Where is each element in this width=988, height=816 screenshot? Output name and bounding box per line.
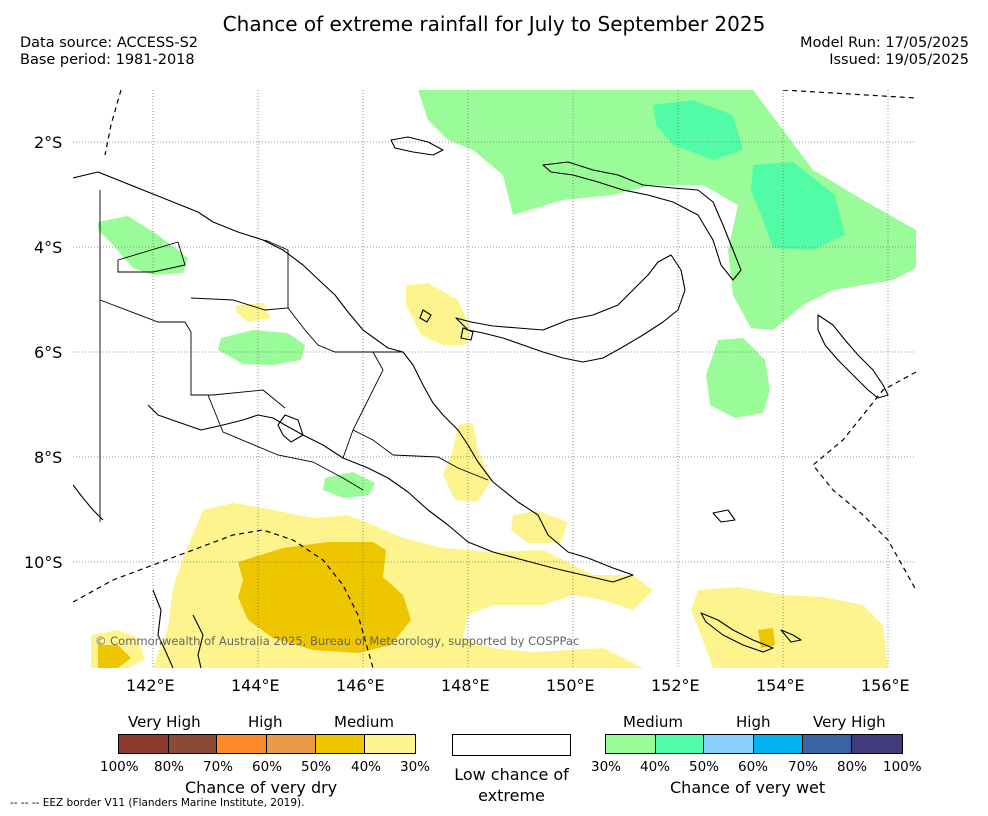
copyright-note: © Commonwealth of Australia 2025, Bureau…: [95, 634, 580, 648]
dry-legend-title: Chance of very dry: [185, 778, 338, 797]
data-source: Data source: ACCESS-S2: [20, 35, 199, 51]
dry-heading: High: [248, 713, 283, 731]
map-title: Chance of extreme rainfall for July to S…: [222, 12, 766, 36]
wet-tick: 40%: [640, 759, 671, 775]
wet-heading: Very High: [813, 713, 886, 731]
dry-tick: 70%: [203, 759, 234, 775]
wet-tick: 50%: [689, 759, 720, 775]
dry-tick: 50%: [301, 759, 332, 775]
lon-label: 150°E: [546, 676, 595, 695]
coastlines: [73, 136, 889, 668]
dry-swatch: [315, 735, 366, 753]
dry-tick: 30%: [400, 759, 431, 775]
base-period: Base period: 1981-2018: [20, 52, 195, 68]
lat-label: 4°S: [34, 238, 63, 257]
model-run: Model Run: 17/05/2025: [799, 35, 969, 51]
dry-swatch: [365, 735, 416, 753]
meta-left: Data source: ACCESS-S2 Base period: 1981…: [20, 35, 198, 69]
dry-high-region: [98, 542, 775, 668]
wet-legend-title: Chance of very wet: [670, 778, 826, 797]
lat-label: 6°S: [34, 343, 63, 362]
wet-tick: 80%: [837, 759, 868, 775]
borders: [99, 190, 489, 522]
wet-swatch: [852, 735, 903, 753]
lat-label: 2°S: [34, 133, 63, 152]
wet-tick: 100%: [883, 759, 922, 775]
wet-heading: Medium: [623, 713, 683, 731]
dry-medium-region: [91, 283, 888, 668]
eez-borders: [73, 90, 916, 668]
lat-label: 10°S: [24, 553, 63, 572]
dry-swatch: [267, 735, 316, 753]
dry-tick: 80%: [154, 759, 185, 775]
wet-tick: 30%: [591, 759, 622, 775]
dry-swatch: [119, 735, 169, 753]
lon-label: 142°E: [126, 676, 175, 695]
wet-colorbar: [605, 734, 903, 754]
dry-heading: Very High: [128, 713, 201, 731]
lon-label: 144°E: [231, 676, 280, 695]
lon-label: 156°E: [861, 676, 910, 695]
wet-tick: 70%: [788, 759, 819, 775]
lon-label: 154°E: [756, 676, 805, 695]
eez-note: -- -- -- EEZ border V11 (Flanders Marine…: [10, 797, 305, 809]
dry-heading: Medium: [334, 713, 394, 731]
wet-tick: 60%: [738, 759, 769, 775]
lon-label: 148°E: [441, 676, 490, 695]
lat-label: 8°S: [34, 448, 63, 467]
wet-medium-region: [98, 90, 916, 498]
low-chance-label: Low chance of extreme: [454, 765, 569, 805]
rainfall-map: [73, 90, 916, 668]
lon-label: 146°E: [336, 676, 385, 695]
wet-swatch: [655, 735, 705, 753]
lon-label: 152°E: [651, 676, 700, 695]
low-chance-swatch: [452, 734, 571, 756]
issued-date: Issued: 19/05/2025: [829, 52, 969, 68]
dry-tick: 60%: [252, 759, 283, 775]
wet-high-region: [653, 100, 845, 250]
wet-swatch: [754, 735, 803, 753]
dry-colorbar: [118, 734, 416, 754]
wet-swatch: [802, 735, 853, 753]
meta-right: Model Run: 17/05/2025 Issued: 19/05/2025: [800, 35, 969, 69]
wet-swatch: [606, 735, 656, 753]
dry-swatch: [168, 735, 218, 753]
wet-swatch: [704, 735, 755, 753]
wet-heading: High: [736, 713, 771, 731]
graticule: [73, 90, 916, 668]
dry-tick: 40%: [351, 759, 382, 775]
dry-swatch: [217, 735, 268, 753]
dry-tick: 100%: [100, 759, 139, 775]
